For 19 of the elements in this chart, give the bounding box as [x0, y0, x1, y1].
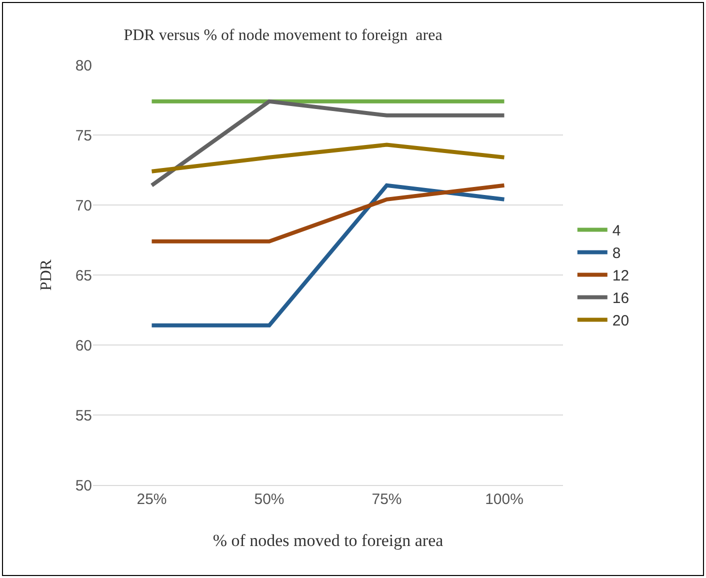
y-tick-label: 70: [75, 197, 92, 214]
y-tick-label: 60: [75, 337, 92, 354]
x-tick-label: 100%: [485, 491, 524, 508]
y-tick-label: 75: [75, 127, 92, 144]
legend-label: 4: [612, 222, 621, 240]
x-tick-label: 25%: [136, 491, 167, 508]
x-tick-label: 50%: [254, 491, 284, 508]
y-tick-label: 55: [75, 407, 92, 424]
x-tick-label: 75%: [372, 491, 402, 508]
legend-label: 12: [612, 268, 630, 285]
legend-label: 20: [612, 312, 630, 330]
y-tick-label: 50: [75, 477, 92, 494]
y-tick-label: 65: [75, 267, 92, 284]
legend-label: 16: [612, 290, 630, 308]
x-axis-title: % of nodes moved to foreign area: [212, 531, 444, 550]
y-axis-title: PDR: [38, 259, 55, 291]
legend-label: 8: [612, 245, 621, 262]
chart-title: PDR versus % of node movement to foreign area: [124, 26, 442, 44]
y-tick-label: 80: [75, 57, 92, 74]
